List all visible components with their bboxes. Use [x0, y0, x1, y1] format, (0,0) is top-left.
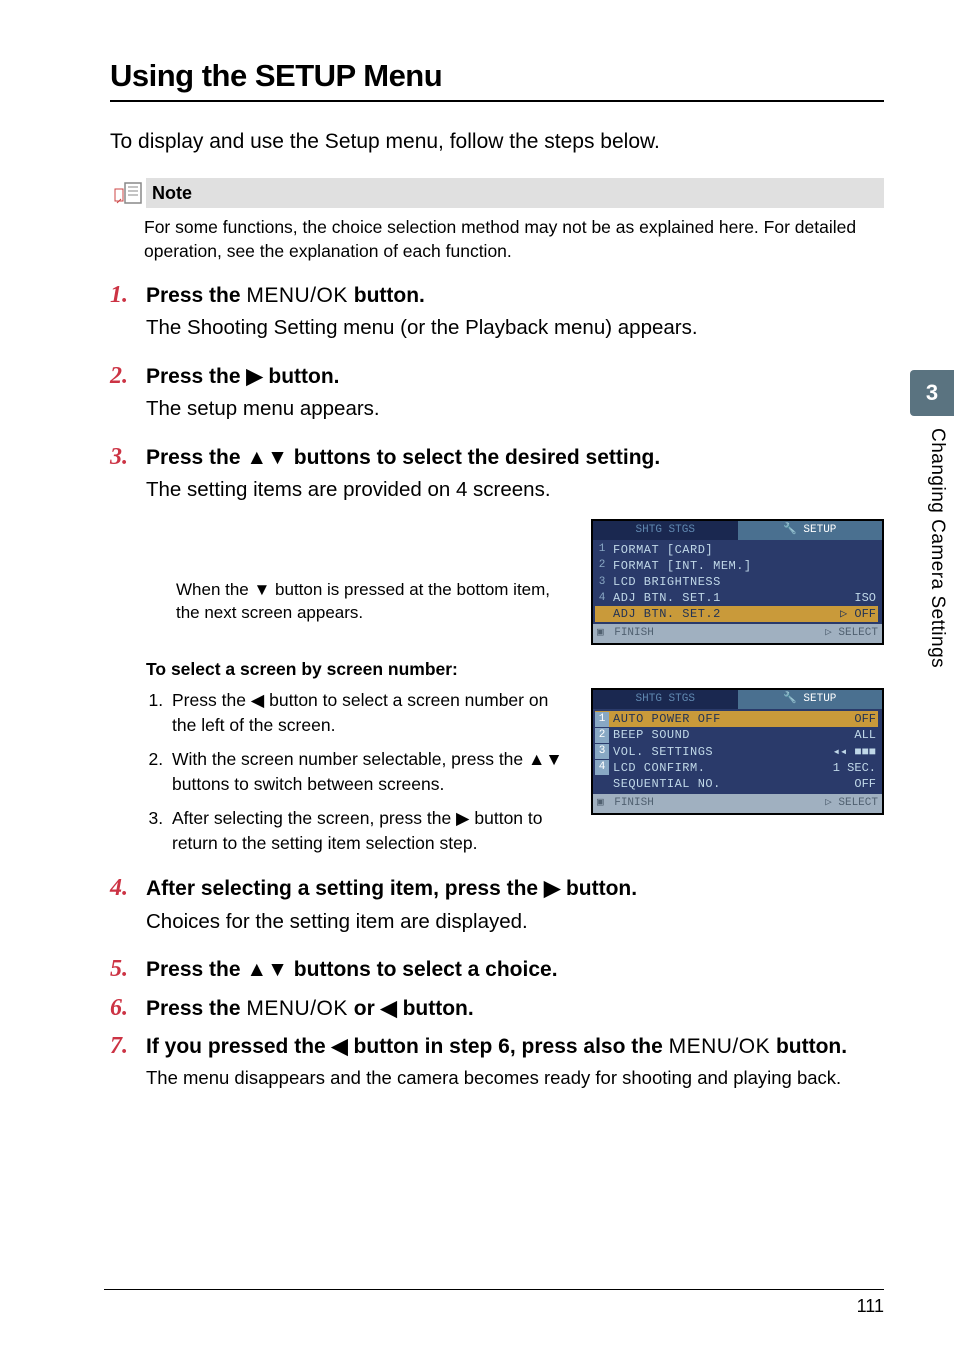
right-icon: ▶ — [544, 877, 560, 900]
right-icon: ▶ — [456, 808, 469, 828]
ss-row: ADJ BTN. SET.2▷ OFF — [595, 606, 878, 622]
step-4-desc: Choices for the setting item are display… — [146, 908, 884, 937]
ss-row: 1AUTO POWER OFFOFF — [595, 711, 878, 727]
chapter-label: Changing Camera Settings — [926, 428, 948, 668]
lcd-screenshot-2: SHTG STGS 🔧 SETUP 1AUTO POWER OFFOFF2BEE… — [591, 688, 884, 815]
ss-row: 1FORMAT [CARD] — [595, 542, 878, 558]
ss2-tab-setup: 🔧 SETUP — [738, 690, 883, 709]
step-3: 3. Press the ▲▼ buttons to select the de… — [110, 444, 884, 866]
step-2-desc: The setup menu appears. — [146, 395, 884, 424]
subsection-head: To select a screen by screen number: — [146, 659, 884, 680]
note-body: For some functions, the choice selection… — [144, 216, 884, 263]
right-icon: ▶ — [246, 365, 262, 388]
ss-row: 4ADJ BTN. SET.1ISO — [595, 590, 878, 606]
sub-item-3: After selecting the screen, press the ▶ … — [168, 806, 573, 855]
updown-icon: ▲▼ — [246, 446, 288, 469]
step-6-number: 6. — [110, 995, 146, 1022]
ss-row: 2BEEP SOUNDALL — [595, 727, 878, 743]
step-1: 1. Press the MENU/OK button. The Shootin… — [110, 282, 884, 357]
title-rule — [110, 100, 884, 102]
step-3-desc: The setting items are provided on 4 scre… — [146, 476, 884, 505]
ss1-foot-select: ▷ SELECT — [738, 624, 883, 643]
step-7-desc: The menu disappears and the camera becom… — [146, 1065, 884, 1091]
page-title: Using the SETUP Menu — [110, 58, 884, 94]
step-7-head: If you pressed the ◀ button in step 6, p… — [146, 1033, 884, 1061]
sub-item-1: Press the ◀ button to select a screen nu… — [168, 688, 573, 737]
step-3-number: 3. — [110, 444, 146, 471]
lcd-screenshot-1: SHTG STGS 🔧 SETUP 1FORMAT [CARD]2FORMAT … — [591, 519, 884, 646]
note-header: Note — [110, 178, 884, 208]
step-6: 6. Press the MENU/OK or ◀ button. — [110, 995, 884, 1027]
step-1-desc: The Shooting Setting menu (or the Playba… — [146, 314, 884, 343]
ss2-foot-select: ▷ SELECT — [738, 794, 883, 813]
ss-row: 2FORMAT [INT. MEM.] — [595, 558, 878, 574]
updown-icon: ▲▼ — [528, 749, 563, 769]
ss1-tab-setup: 🔧 SETUP — [738, 521, 883, 540]
note-icon — [110, 178, 146, 208]
chapter-tab: 3 — [910, 370, 954, 416]
left-icon: ◀ — [251, 690, 264, 710]
step-4: 4. After selecting a setting item, press… — [110, 875, 884, 950]
step-2-number: 2. — [110, 363, 146, 390]
step-4-head: After selecting a setting item, press th… — [146, 875, 884, 903]
sub-item-2: With the screen number selectable, press… — [168, 747, 573, 796]
intro-text: To display and use the Setup menu, follo… — [110, 128, 884, 156]
left-icon: ◀ — [332, 1035, 348, 1058]
ss-row: 3LCD BRIGHTNESS — [595, 574, 878, 590]
step-5: 5. Press the ▲▼ buttons to select a choi… — [110, 956, 884, 988]
updown-icon: ▲▼ — [246, 958, 288, 981]
step-3-subnote: When the ▼ button is pressed at the bott… — [176, 579, 573, 625]
ss1-foot-finish: ▣ FINISH — [593, 624, 738, 643]
step-2: 2. Press the ▶ button. The setup menu ap… — [110, 363, 884, 438]
left-icon: ◀ — [381, 997, 397, 1020]
ss2-tab-shtg: SHTG STGS — [593, 690, 738, 709]
step-5-head: Press the ▲▼ buttons to select a choice. — [146, 956, 884, 984]
ss-row: 4LCD CONFIRM.1 SEC. — [595, 760, 878, 776]
ss-row: SEQUENTIAL NO.OFF — [595, 776, 878, 792]
ss-row: 3VOL. SETTINGS◂◂ ■■■ — [595, 744, 878, 760]
step-5-number: 5. — [110, 956, 146, 983]
subsection-list: Press the ◀ button to select a screen nu… — [168, 688, 573, 855]
step-1-head: Press the MENU/OK button. — [146, 282, 884, 310]
page-number: 111 — [857, 1296, 884, 1316]
step-7: 7. If you pressed the ◀ button in step 6… — [110, 1033, 884, 1105]
page-footer: 111 — [104, 1289, 884, 1317]
ss1-tab-shtg: SHTG STGS — [593, 521, 738, 540]
step-4-number: 4. — [110, 875, 146, 902]
step-6-head: Press the MENU/OK or ◀ button. — [146, 995, 884, 1023]
step-1-number: 1. — [110, 282, 146, 309]
step-7-number: 7. — [110, 1033, 146, 1060]
note-label: Note — [146, 183, 192, 204]
step-2-head: Press the ▶ button. — [146, 363, 884, 391]
step-3-head: Press the ▲▼ buttons to select the desir… — [146, 444, 884, 472]
ss2-foot-finish: ▣ FINISH — [593, 794, 738, 813]
